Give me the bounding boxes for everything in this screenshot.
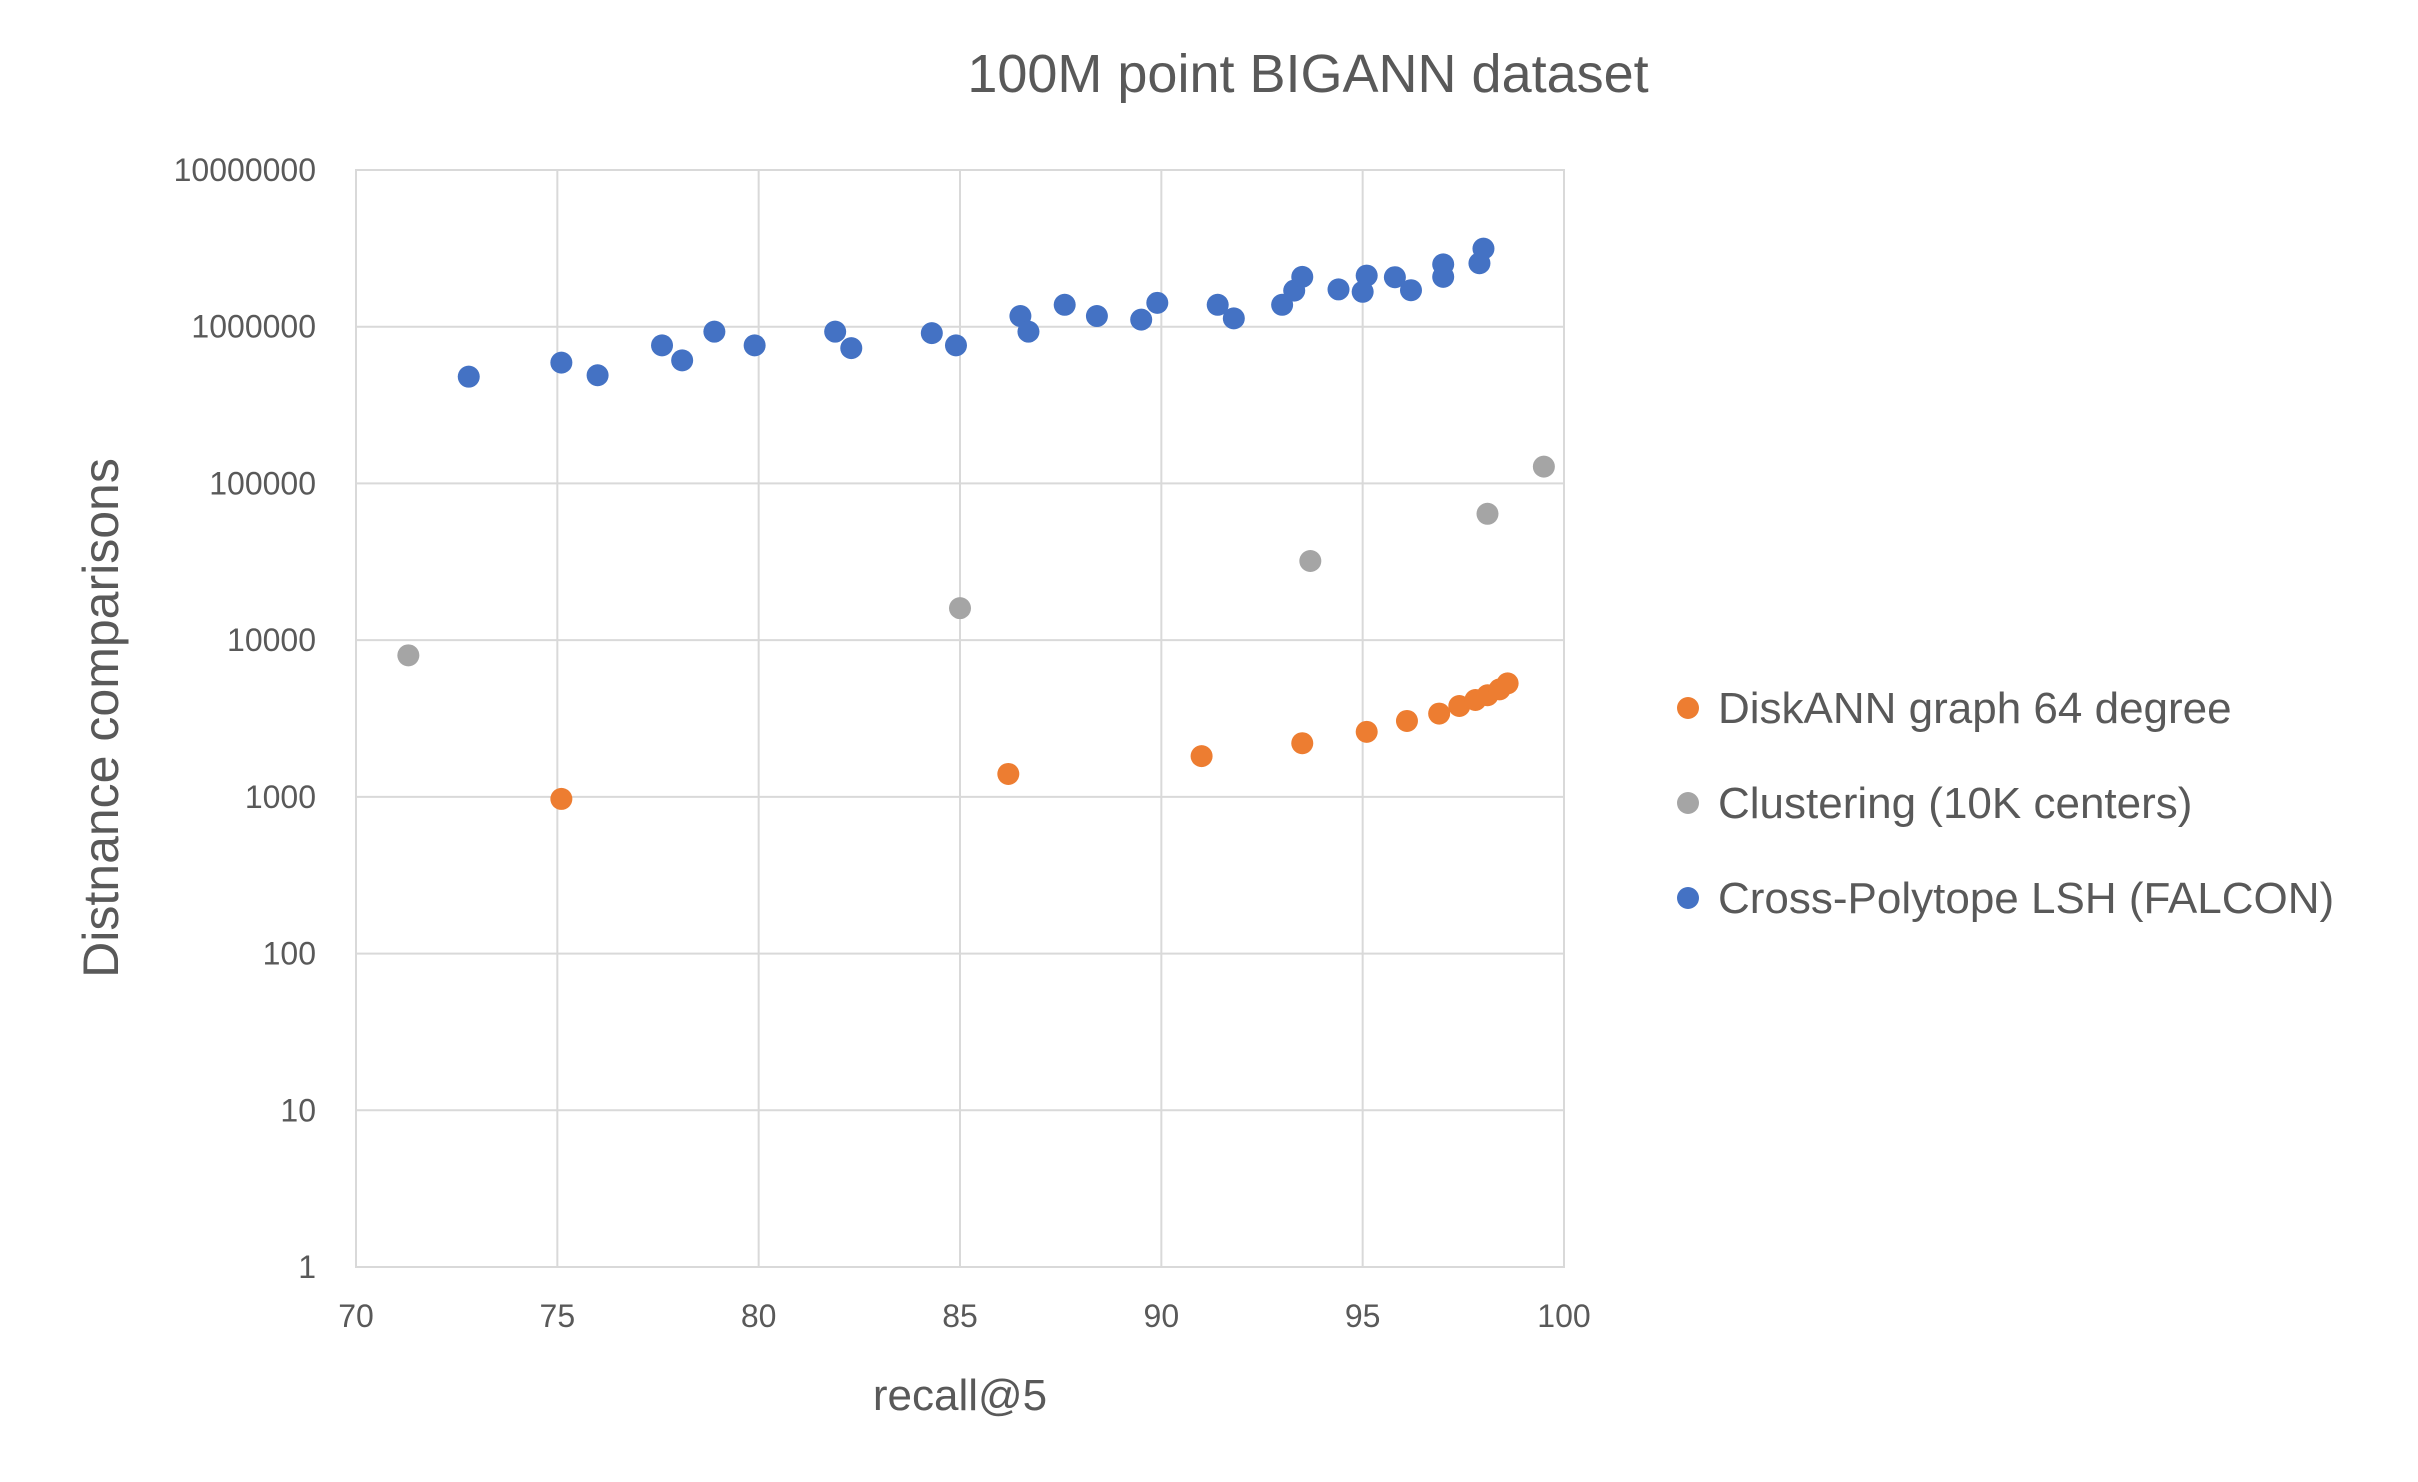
series-1-points <box>550 672 1519 810</box>
data-point <box>997 762 1020 785</box>
data-point <box>1085 305 1108 328</box>
y-axis-title: Distnance comparisons <box>73 458 129 978</box>
data-point <box>944 334 967 357</box>
x-tick-label: 85 <box>942 1298 978 1334</box>
data-point <box>1395 709 1418 732</box>
data-point <box>840 337 863 360</box>
data-point <box>920 322 943 345</box>
legend: DiskANN graph 64 degree Clustering (10K c… <box>1677 684 2334 923</box>
data-point <box>550 351 573 374</box>
legend-marker <box>1677 792 1699 814</box>
legend-item: Cross-Polytope LSH (FALCON) <box>1677 874 2334 923</box>
data-point <box>1190 745 1213 768</box>
data-points <box>397 237 1555 810</box>
data-point <box>1432 253 1455 276</box>
data-point <box>1355 264 1378 287</box>
chart-title: 100M point BIGANN dataset <box>967 44 1648 104</box>
data-point <box>703 320 726 343</box>
data-point <box>1291 265 1314 288</box>
data-point <box>1399 279 1422 302</box>
y-tick-label: 1000000 <box>191 309 316 345</box>
gridlines <box>355 169 1565 1268</box>
data-point <box>1053 293 1076 316</box>
legend-marker <box>1677 697 1699 719</box>
x-axis-tick-labels: 70 75 80 85 90 95 100 <box>338 1298 1590 1334</box>
data-point <box>651 334 674 357</box>
data-point <box>1327 278 1350 301</box>
data-point <box>1017 320 1040 343</box>
legend-label: Clustering (10K centers) <box>1718 779 2192 828</box>
x-axis-title: recall@5 <box>873 1371 1047 1420</box>
legend-label: Cross-Polytope LSH (FALCON) <box>1718 874 2334 923</box>
y-tick-label: 10000000 <box>174 152 316 188</box>
data-point <box>1472 237 1495 260</box>
y-tick-label: 1000 <box>245 779 316 815</box>
data-point <box>1532 455 1555 478</box>
x-tick-label: 80 <box>741 1298 777 1334</box>
legend-marker <box>1677 887 1699 909</box>
y-tick-label: 100000 <box>209 465 316 501</box>
legend-item: DiskANN graph 64 degree <box>1677 684 2232 733</box>
plot-area-border <box>355 169 1565 1268</box>
x-tick-label: 100 <box>1537 1298 1590 1334</box>
y-axis-tick-labels: 1 10 100 1000 10000 100000 1000000 10000000 <box>174 152 316 1285</box>
y-tick-label: 1 <box>298 1249 316 1285</box>
data-point <box>1206 293 1229 316</box>
data-point <box>457 365 480 388</box>
data-point <box>824 320 847 343</box>
y-tick-label: 100 <box>263 936 316 972</box>
data-point <box>1355 720 1378 743</box>
data-point <box>1222 307 1245 330</box>
data-point <box>1146 291 1169 314</box>
data-point <box>671 349 694 372</box>
x-tick-label: 95 <box>1345 1298 1381 1334</box>
y-tick-label: 10 <box>280 1092 316 1128</box>
data-point <box>1130 308 1153 331</box>
legend-label: DiskANN graph 64 degree <box>1718 684 2232 733</box>
data-point <box>550 787 573 810</box>
data-point <box>1383 266 1406 289</box>
y-tick-label: 10000 <box>227 622 316 658</box>
data-point <box>1299 549 1322 572</box>
data-point <box>743 334 766 357</box>
legend-item: Clustering (10K centers) <box>1677 779 2192 828</box>
x-tick-label: 70 <box>338 1298 374 1334</box>
series-3-points <box>457 237 1495 388</box>
x-tick-label: 90 <box>1144 1298 1180 1334</box>
x-tick-label: 75 <box>540 1298 576 1334</box>
data-point <box>397 644 420 667</box>
data-point <box>949 597 971 620</box>
data-point <box>1428 702 1451 725</box>
data-point <box>1291 732 1314 755</box>
series-2-points <box>397 455 1555 667</box>
data-point <box>1476 502 1499 525</box>
data-point <box>1496 672 1519 695</box>
data-point <box>586 364 609 387</box>
